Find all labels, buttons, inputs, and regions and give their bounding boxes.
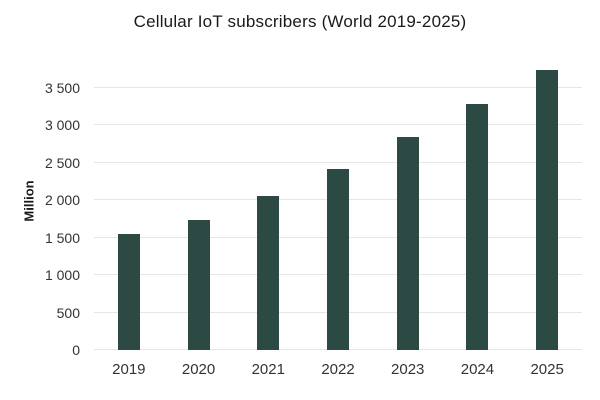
gridline-3500 (94, 87, 582, 88)
bar-2023[interactable] (396, 136, 419, 350)
x-tick-label-2021: 2021 (251, 361, 285, 378)
bar-2025[interactable] (536, 70, 559, 350)
bar-2022[interactable] (327, 168, 349, 350)
y-tick-label-1500: 1 500 (44, 229, 80, 246)
gridline-2500 (94, 161, 582, 163)
y-tick-label-3000: 3 000 (44, 117, 80, 134)
chart-title: Cellular IoT subscribers (World 2019-202… (133, 12, 467, 31)
bar-2019[interactable] (117, 233, 140, 350)
bar-2021[interactable] (257, 195, 280, 350)
y-tick-label-2000: 2 000 (44, 192, 80, 209)
x-tick-label-2023: 2023 (391, 361, 425, 378)
x-tick-label-2024: 2024 (460, 361, 495, 378)
x-tick-label-2025: 2025 (530, 361, 564, 378)
y-tick-label-2500: 2 500 (44, 154, 80, 171)
x-tick-label-2022: 2022 (321, 361, 355, 378)
gridline-3000 (94, 124, 582, 126)
y-tick-label-500: 500 (56, 304, 80, 321)
plot-area (94, 60, 582, 350)
y-tick-label-1000: 1 000 (44, 267, 80, 284)
bar-2020[interactable] (187, 219, 210, 350)
y-tick-label-3500: 3 500 (44, 80, 80, 96)
bar-2024[interactable] (466, 103, 489, 350)
x-tick-label-2020: 2020 (181, 361, 216, 378)
y-tick-label-0: 0 (72, 342, 80, 358)
x-tick-label-2019: 2019 (112, 361, 146, 378)
